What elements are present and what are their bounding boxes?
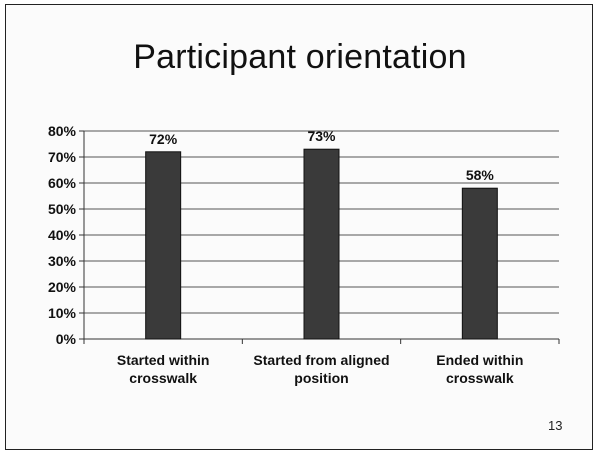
bars bbox=[145, 148, 498, 340]
y-tick-label: 20% bbox=[48, 279, 77, 295]
bar bbox=[145, 151, 182, 340]
data-label: 72% bbox=[149, 131, 178, 147]
chart-title: Participant orientation bbox=[133, 38, 467, 76]
y-axis-ticks: 0% 10% 20% 30% 40% 50% 60% 70% 80% bbox=[48, 123, 84, 347]
x-tick-label: Started within bbox=[117, 352, 210, 368]
bar bbox=[303, 148, 340, 340]
y-tick-label: 70% bbox=[48, 149, 77, 165]
data-label: 58% bbox=[466, 167, 495, 183]
data-label: 73% bbox=[307, 128, 336, 144]
x-tick-label: crosswalk bbox=[446, 370, 514, 386]
y-tick-label: 30% bbox=[48, 253, 77, 269]
x-tick-label: Ended within bbox=[436, 352, 523, 368]
page-number: 13 bbox=[548, 418, 563, 433]
x-tick-label: crosswalk bbox=[129, 370, 197, 386]
y-tick-label: 50% bbox=[48, 201, 77, 217]
y-tick-label: 60% bbox=[48, 175, 77, 191]
bar bbox=[461, 187, 498, 340]
y-tick-label: 10% bbox=[48, 305, 77, 321]
x-tick-label: Started from aligned bbox=[253, 352, 389, 368]
data-labels: 72% 73% 58% bbox=[149, 128, 494, 183]
y-tick-label: 0% bbox=[56, 331, 77, 347]
x-axis-labels: Started within crosswalk Started from alig… bbox=[117, 352, 524, 386]
y-tick-label: 40% bbox=[48, 227, 77, 243]
x-tick-label: position bbox=[294, 370, 348, 386]
y-tick-label: 80% bbox=[48, 123, 77, 139]
